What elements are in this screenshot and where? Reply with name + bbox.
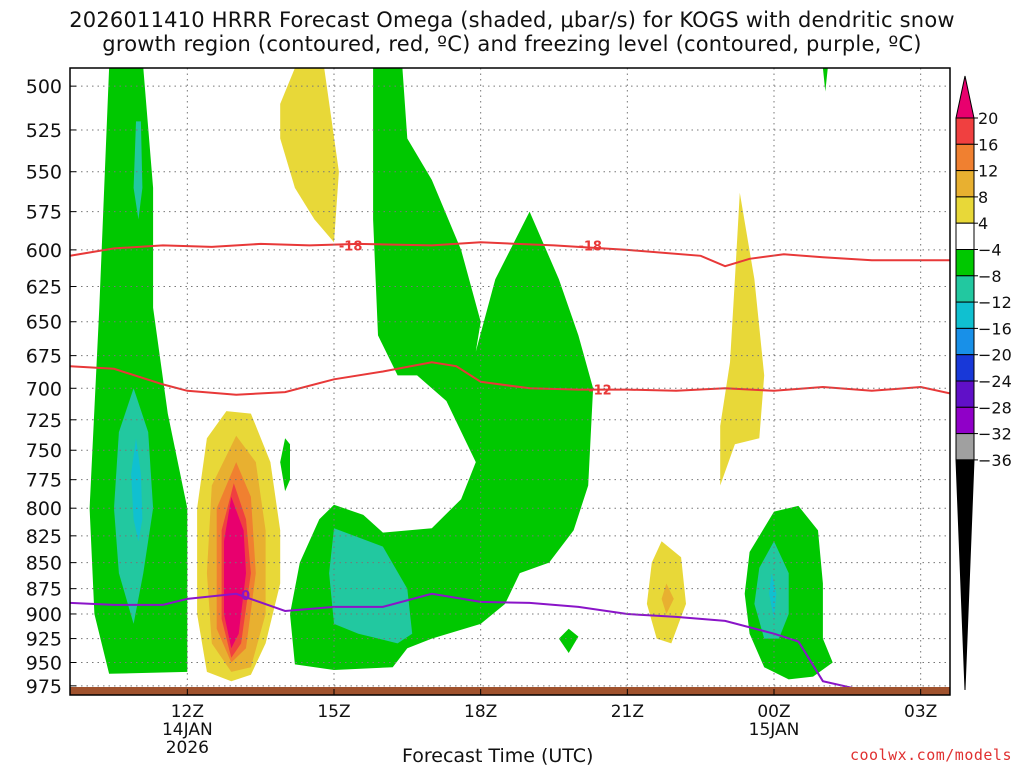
omega-region-neg12-10	[131, 438, 143, 542]
y-tick-label-925: 925	[26, 629, 62, 651]
y-tick-label-850: 850	[26, 553, 62, 575]
y-tick-label-700: 700	[26, 378, 62, 400]
dgz-contour--12-label-0: -12	[588, 384, 612, 399]
colorbar-label-6: −8	[978, 267, 1002, 286]
x-date-label-12: 14JAN	[162, 720, 213, 740]
colorbar-box-13	[955, 433, 975, 461]
colorbar-box-10	[955, 354, 975, 382]
y-tick-label-550: 550	[26, 162, 62, 184]
colorbar-box-7	[955, 275, 975, 303]
y-tick-label-900: 900	[26, 604, 62, 626]
colorbar-label-10: −24	[978, 372, 1012, 391]
colorbar-label-1: 16	[978, 135, 998, 154]
colorbar-box-1	[955, 117, 975, 145]
y-tick-label-625: 625	[26, 277, 62, 299]
colorbar-box-6	[955, 249, 975, 277]
x-tick-label-27: 03Z	[904, 702, 937, 722]
y-tick-label-750: 750	[26, 440, 62, 462]
x-tick-label-18: 18Z	[464, 702, 497, 722]
x-year-label-12: 2026	[166, 738, 209, 758]
omega-region-pos4-12	[280, 68, 339, 243]
x-axis-label: Forecast Time (UTC)	[402, 745, 594, 767]
chart-title-line2: growth region (contoured, red, ºC) and f…	[102, 32, 922, 56]
freezing-level-contour-label-0: 0	[241, 589, 250, 604]
colorbar-box-9	[955, 327, 975, 356]
dgz-contour--18	[70, 241, 950, 268]
omega-region-neg4-5	[822, 68, 828, 92]
colorbar-label-8: −16	[978, 319, 1012, 338]
credit-text: coolwx.com/models	[849, 746, 1012, 764]
chart-title-line1: 2026011410 HRRR Forecast Omega (shaded, …	[69, 8, 955, 32]
dgz-contour--18-label-0: -18	[339, 239, 363, 254]
omega-region-pos8-20	[661, 583, 674, 614]
colorbar-label-4: 4	[978, 214, 988, 233]
y-tick-label-950: 950	[26, 653, 62, 675]
omega-region-neg4-1	[290, 68, 594, 670]
colorbar-label-9: −20	[978, 346, 1012, 365]
colorbar-label-2: 12	[978, 162, 998, 181]
colorbar-label-0: 20	[978, 109, 998, 128]
freezing-level-contour	[70, 592, 897, 695]
x-tick-label-24: 00Z	[757, 702, 790, 722]
colorbar-label-3: 8	[978, 188, 988, 207]
colorbar-label-12: −32	[978, 425, 1012, 444]
x-tick-label-12: 12Z	[171, 702, 204, 722]
colorbar-box-8	[955, 301, 975, 329]
colorbar-label-11: −28	[978, 398, 1012, 417]
x-tick-label-15: 15Z	[317, 702, 350, 722]
colorbar-label-5: −4	[978, 241, 1002, 260]
y-tick-label-725: 725	[26, 410, 62, 432]
y-tick-label-675: 675	[26, 346, 62, 368]
omega-region-pos4-14	[720, 192, 765, 486]
colorbar-box-11	[955, 380, 975, 408]
y-tick-label-825: 825	[26, 526, 62, 548]
omega-region-pos20-19	[224, 496, 246, 649]
colorbar-box-5	[955, 222, 975, 250]
y-tick-label-525: 525	[26, 120, 62, 142]
y-tick-label-800: 800	[26, 498, 62, 520]
omega-region-neg8-8	[329, 528, 413, 644]
colorbar-top-triangle	[955, 75, 975, 119]
x-date-label-24: 15JAN	[749, 720, 800, 740]
omega-region-neg4-3	[558, 628, 579, 653]
y-tick-label-500: 500	[26, 76, 62, 98]
colorbar-box-3	[955, 170, 975, 198]
y-tick-label-575: 575	[26, 202, 62, 224]
y-tick-label-775: 775	[26, 470, 62, 492]
omega-region-neg4-4	[280, 438, 290, 492]
ground-strip	[70, 687, 950, 695]
dgz-contour--18-label-1: -18	[578, 239, 602, 254]
y-tick-label-875: 875	[26, 579, 62, 601]
x-tick-label-21: 21Z	[611, 702, 644, 722]
colorbar-box-4	[955, 196, 975, 224]
omega-region-neg4-0	[89, 68, 188, 674]
colorbar-bottom-triangle	[955, 459, 975, 691]
y-tick-label-650: 650	[26, 312, 62, 334]
colorbar-label-7: −12	[978, 293, 1012, 312]
colorbar-label-13: −36	[978, 451, 1012, 470]
colorbar-box-12	[955, 406, 975, 435]
omega-region-neg8-6	[133, 121, 143, 220]
plot-frame	[69, 67, 951, 696]
y-tick-label-600: 600	[26, 240, 62, 262]
colorbar-box-2	[955, 143, 975, 172]
omega-region-neg12-11	[769, 573, 777, 619]
y-tick-label-975: 975	[26, 676, 62, 698]
